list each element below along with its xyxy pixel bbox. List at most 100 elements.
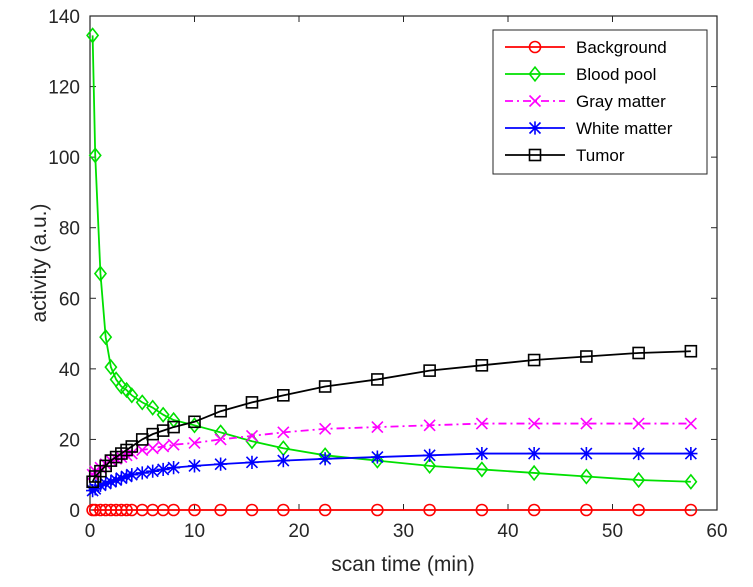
x-axis-label: scan time (min) bbox=[331, 553, 475, 576]
data-point-gray-matter bbox=[632, 417, 645, 430]
data-point-background bbox=[632, 503, 645, 517]
y-axis-label: activity (a.u.) bbox=[28, 203, 51, 322]
data-point-blood-pool bbox=[579, 468, 593, 485]
data-point-tumor bbox=[167, 420, 180, 434]
data-point-blood-pool bbox=[146, 399, 160, 416]
data-point-tumor bbox=[580, 350, 593, 363]
axis-ticks: 0 10 20 30 40 50 60 0 20 40 60 80 100 120 140 bbox=[48, 7, 727, 542]
series-layer bbox=[86, 27, 698, 517]
data-point-blood-pool bbox=[527, 464, 541, 482]
data-point-background bbox=[167, 503, 180, 517]
data-point-gray-matter bbox=[684, 417, 697, 430]
data-point-tumor bbox=[277, 389, 290, 402]
data-point-white-matter bbox=[109, 473, 123, 487]
data-point-white-matter bbox=[119, 469, 134, 484]
data-point-white-matter bbox=[423, 448, 437, 462]
x-tick-label: 10 bbox=[184, 521, 205, 542]
data-point-background bbox=[527, 503, 541, 517]
data-point-gray-matter bbox=[146, 442, 159, 455]
legend-item-gray-matter: Gray matter bbox=[505, 92, 666, 111]
legend-label-gray-matter: Gray matter bbox=[576, 92, 666, 111]
legend-marker-gray-matter bbox=[528, 94, 542, 108]
data-point-background bbox=[277, 503, 290, 517]
series-tumor bbox=[86, 344, 698, 489]
data-point-background bbox=[684, 503, 698, 517]
data-point-blood-pool bbox=[88, 147, 102, 164]
data-point-tumor bbox=[371, 373, 384, 386]
data-point-blood-pool bbox=[125, 387, 139, 404]
data-point-tumor bbox=[423, 364, 436, 377]
data-point-white-matter bbox=[93, 478, 108, 492]
data-point-white-matter bbox=[156, 462, 170, 477]
data-point-blood-pool bbox=[632, 471, 646, 489]
data-point-gray-matter bbox=[277, 426, 290, 439]
data-point-white-matter bbox=[475, 446, 489, 461]
data-point-blood-pool bbox=[684, 473, 698, 490]
data-point-white-matter bbox=[99, 476, 113, 491]
data-point-tumor bbox=[527, 353, 541, 367]
data-point-tumor bbox=[684, 344, 698, 358]
data-point-white-matter bbox=[146, 464, 160, 478]
data-point-gray-matter bbox=[188, 436, 201, 450]
data-point-white-matter bbox=[167, 461, 181, 475]
data-point-tumor bbox=[475, 359, 489, 372]
data-point-background bbox=[318, 503, 332, 517]
data-point-gray-matter bbox=[245, 429, 259, 442]
data-point-background bbox=[214, 503, 227, 517]
data-point-background bbox=[188, 503, 201, 517]
data-point-tumor bbox=[245, 396, 259, 409]
x-tick-label: 40 bbox=[497, 521, 518, 542]
y-tick-label: 100 bbox=[48, 148, 80, 169]
data-point-background bbox=[120, 503, 133, 517]
data-point-tumor bbox=[632, 346, 645, 360]
legend-item-blood-pool: Blood pool bbox=[505, 65, 656, 84]
data-point-white-matter bbox=[632, 446, 646, 461]
series-background bbox=[86, 503, 698, 517]
legend-label-blood-pool: Blood pool bbox=[576, 65, 656, 84]
data-point-white-matter bbox=[245, 455, 259, 469]
data-point-gray-matter bbox=[475, 417, 488, 430]
data-point-blood-pool bbox=[475, 461, 489, 478]
data-point-tumor bbox=[214, 404, 227, 418]
x-tick-label: 20 bbox=[288, 521, 309, 542]
data-point-background bbox=[423, 503, 436, 517]
x-tick-label: 30 bbox=[393, 521, 414, 542]
data-point-blood-pool bbox=[135, 394, 149, 411]
legend-item-white-matter: White matter bbox=[505, 119, 673, 138]
data-point-blood-pool bbox=[370, 452, 384, 469]
data-point-white-matter bbox=[135, 466, 149, 480]
data-point-white-matter bbox=[187, 459, 202, 473]
data-point-gray-matter bbox=[157, 440, 170, 453]
legend-box bbox=[492, 29, 708, 175]
data-point-blood-pool bbox=[423, 457, 437, 475]
data-point-gray-matter bbox=[423, 419, 436, 432]
data-point-gray-matter bbox=[528, 417, 541, 430]
legend-marker-tumor bbox=[528, 148, 542, 162]
legend-label-tumor: Tumor bbox=[576, 146, 625, 165]
data-point-gray-matter bbox=[319, 422, 332, 435]
data-point-white-matter bbox=[125, 468, 139, 482]
data-point-background bbox=[580, 503, 593, 517]
x-tick-label: 60 bbox=[706, 521, 727, 542]
y-tick-label: 60 bbox=[59, 289, 80, 310]
y-tick-label: 20 bbox=[59, 430, 80, 451]
series-line-blood-pool bbox=[91, 35, 691, 483]
data-point-white-matter bbox=[527, 446, 541, 461]
data-point-blood-pool bbox=[99, 328, 113, 346]
data-point-gray-matter bbox=[214, 433, 227, 446]
data-point-blood-pool bbox=[156, 406, 170, 423]
data-point-tumor bbox=[125, 440, 139, 453]
data-point-blood-pool bbox=[86, 27, 100, 44]
y-tick-label: 140 bbox=[48, 7, 80, 28]
data-point-white-matter bbox=[318, 452, 332, 466]
data-point-white-matter bbox=[104, 475, 118, 489]
legend: Background Blood pool Gray matter White mat… bbox=[492, 29, 708, 175]
data-point-white-matter bbox=[114, 471, 128, 485]
data-point-blood-pool bbox=[104, 358, 118, 376]
y-tick-label: 120 bbox=[48, 78, 80, 99]
legend-marker-background bbox=[528, 40, 542, 54]
data-point-white-matter bbox=[214, 457, 228, 471]
legend-label-white-matter: White matter bbox=[576, 119, 673, 138]
data-point-tumor bbox=[188, 415, 201, 429]
